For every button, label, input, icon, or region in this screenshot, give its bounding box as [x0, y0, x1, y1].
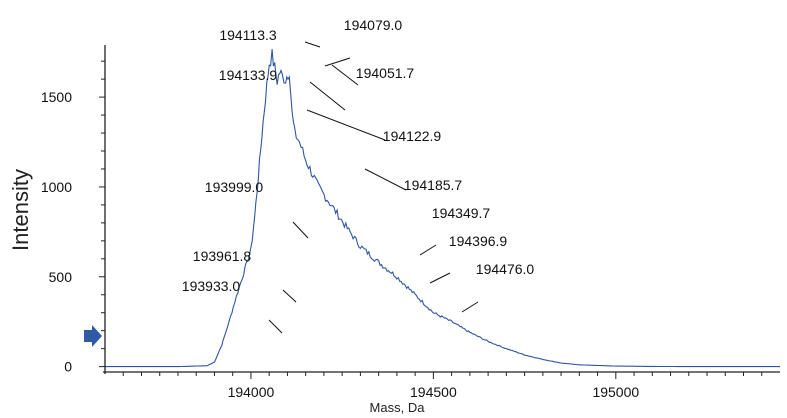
spectrum-line [105, 49, 780, 368]
y-tick-label: 1000 [41, 179, 72, 195]
peak-label: 193961.8 [193, 248, 252, 264]
y-tick-label: 500 [49, 269, 73, 285]
peak-leader-line [282, 289, 297, 303]
peak-label: 194113.3 [219, 27, 277, 43]
y-tick-label: 1500 [41, 89, 72, 105]
x-tick-label: 194500 [410, 384, 457, 400]
peak-label: 194185.7 [404, 177, 463, 193]
x-tick-label: 194000 [228, 384, 275, 400]
peak-label: 194349.7 [432, 205, 491, 221]
peak-label: 194079.0 [344, 17, 403, 33]
peak-label: 193999.0 [205, 179, 264, 195]
peak-label: 193933.0 [182, 278, 241, 294]
peak-leader-line [304, 41, 321, 48]
peak-labels: 194113.3 194079.0 194133.9 194051.7 194122.9… [182, 17, 535, 334]
peak-leader-line [268, 319, 283, 334]
peak-leader-line [306, 109, 386, 141]
peak-leader-line [292, 221, 309, 239]
peak-leader-line [419, 244, 437, 256]
axes: 0 500 1000 1500 194000 194500 195000 [41, 45, 780, 400]
baseline-marker-icon [84, 325, 102, 347]
peak-leader-line [309, 81, 346, 111]
peak-leader-line [429, 272, 451, 284]
x-axis-title: Mass, Da [370, 400, 426, 415]
y-axis-title: Intensity [8, 169, 33, 251]
plot-area [105, 49, 780, 368]
peak-leader-line [331, 64, 359, 86]
peak-label: 194476.0 [476, 261, 535, 277]
peak-label: 194051.7 [356, 65, 415, 81]
peak-label: 194396.9 [449, 233, 508, 249]
peak-leader-line [364, 168, 407, 191]
x-tick-label: 195000 [592, 384, 639, 400]
peak-leader-line [461, 301, 479, 313]
y-tick-label: 0 [64, 359, 72, 375]
peak-label: 194133.9 [219, 67, 278, 83]
peak-leader-line [324, 57, 351, 67]
peak-label: 194122.9 [383, 128, 442, 144]
